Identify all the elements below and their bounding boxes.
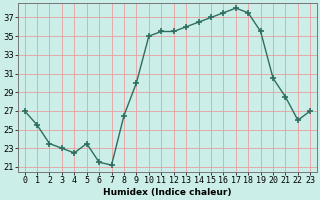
X-axis label: Humidex (Indice chaleur): Humidex (Indice chaleur) <box>103 188 232 197</box>
